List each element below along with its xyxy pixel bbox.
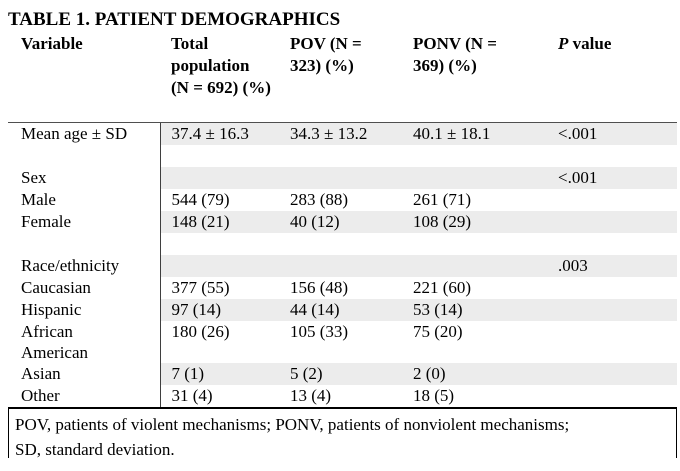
cell-total: 97 (14) <box>159 299 279 321</box>
cell-total: 544 (79) <box>159 189 279 211</box>
cell-label <box>8 233 160 255</box>
cell-pov: 13 (4) <box>290 386 332 405</box>
cell-label: Male <box>21 190 56 209</box>
table-row: Sex <.001 <box>8 167 677 189</box>
cell-p <box>547 277 677 299</box>
cell-ponv: 108 (29) <box>402 211 547 233</box>
cell-ponv <box>402 233 547 255</box>
header-p-rest: value <box>572 34 612 53</box>
cell-p <box>547 385 677 407</box>
header-ponv: PONV (N = 369) (%) <box>402 33 547 123</box>
header-row: Variable Total population (N = 692) (%) … <box>8 33 677 123</box>
table-row: African American 180 (26) 105 (33) 75 (20) <box>8 321 677 363</box>
cell-total <box>159 233 279 255</box>
cell-total <box>159 145 279 167</box>
cell-p: .003 <box>547 255 677 277</box>
cell-pov: 105 (33) <box>290 322 349 341</box>
cell-total: 31 (4) <box>159 385 279 407</box>
table-header: Variable Total population (N = 692) (%) … <box>8 33 677 123</box>
table-row: Other 31 (4) 13 (4) 18 (5) <box>8 385 677 407</box>
header-total-label: Total population (N = 692) (%) <box>171 34 271 97</box>
table-body: Mean age ± SD 37.4 ± 16.3 34.3 ± 13.2 40.1 … <box>8 122 677 407</box>
cell-p <box>547 189 677 211</box>
cell-label: African American <box>21 322 89 362</box>
cell-p <box>547 299 677 321</box>
cell-label: Female <box>21 212 72 231</box>
cell-p <box>547 363 677 385</box>
cell-ponv: 53 (14) <box>402 299 547 321</box>
table-row: Female 148 (21) 40 (12) 108 (29) <box>8 211 677 233</box>
cell-pov <box>279 255 402 277</box>
table-row: Hispanic 97 (14) 44 (14) 53 (14) <box>8 299 677 321</box>
cell-p: <.001 <box>547 167 677 189</box>
footnote: POV, patients of violent mechanisms; PON… <box>8 407 677 459</box>
cell-p: <.001 <box>547 122 677 145</box>
cell-label: Other <box>21 386 60 405</box>
spacer-row <box>8 233 677 255</box>
cell-p <box>547 145 677 167</box>
cell-p <box>547 211 677 233</box>
table-row: Male 544 (79) 283 (88) 261 (71) <box>8 189 677 211</box>
header-pov: POV (N = 323) (%) <box>279 33 402 123</box>
table-row: Mean age ± SD 37.4 ± 16.3 34.3 ± 13.2 40.1 … <box>8 122 677 145</box>
cell-label: Race/ethnicity <box>21 256 120 275</box>
cell-ponv: 75 (20) <box>413 322 463 341</box>
cell-total: 377 (55) <box>159 277 279 299</box>
cell-ponv: 261 (71) <box>413 190 472 209</box>
cell-pov: 283 (88) <box>290 190 349 209</box>
header-ponv-label: PONV (N = 369) (%) <box>413 34 497 75</box>
header-pov-label: POV (N = 323) (%) <box>290 34 362 75</box>
cell-ponv: 221 (60) <box>413 278 472 297</box>
cell-label <box>8 145 160 167</box>
spacer-row <box>8 145 677 167</box>
cell-ponv: 40.1 ± 18.1 <box>402 122 547 145</box>
cell-total: 7 (1) <box>159 363 279 385</box>
table-row: Asian 7 (1) 5 (2) 2 (0) <box>8 363 677 385</box>
cell-pov <box>279 167 402 189</box>
cell-total: 148 (21) <box>159 211 279 233</box>
cell-total: 37.4 ± 16.3 <box>159 122 279 145</box>
cell-ponv <box>402 167 547 189</box>
cell-ponv: 18 (5) <box>413 386 455 405</box>
cell-label: Asian <box>21 364 61 383</box>
table-title: TABLE 1. PATIENT DEMOGRAPHICS <box>8 9 341 30</box>
demographics-table: Variable Total population (N = 692) (%) … <box>8 33 677 407</box>
cell-label: Mean age ± SD <box>21 124 128 143</box>
cell-ponv: 2 (0) <box>402 363 547 385</box>
table-row: Caucasian 377 (55) 156 (48) 221 (60) <box>8 277 677 299</box>
cell-pov <box>279 145 402 167</box>
cell-pov: 44 (14) <box>279 299 402 321</box>
header-variable: Variable <box>8 33 160 123</box>
cell-pov <box>279 233 402 255</box>
cell-total <box>159 167 279 189</box>
cell-label: Sex <box>21 168 47 187</box>
cell-total <box>159 255 279 277</box>
cell-p <box>547 321 677 363</box>
cell-pov: 5 (2) <box>279 363 402 385</box>
table-row: Race/ethnicity .003 <box>8 255 677 277</box>
cell-pov: 34.3 ± 13.2 <box>279 122 402 145</box>
cell-p <box>547 233 677 255</box>
cell-ponv <box>402 255 547 277</box>
cell-label: Caucasian <box>21 278 91 297</box>
header-p-value: P value <box>547 33 677 123</box>
header-variable-label: Variable <box>21 34 83 53</box>
cell-pov: 156 (48) <box>290 278 349 297</box>
cell-total: 180 (26) <box>159 321 279 363</box>
cell-ponv <box>402 145 547 167</box>
header-p-italic: P <box>558 34 569 53</box>
cell-label: Hispanic <box>21 300 82 319</box>
cell-pov: 40 (12) <box>279 211 402 233</box>
header-total-population: Total population (N = 692) (%) <box>160 33 279 123</box>
